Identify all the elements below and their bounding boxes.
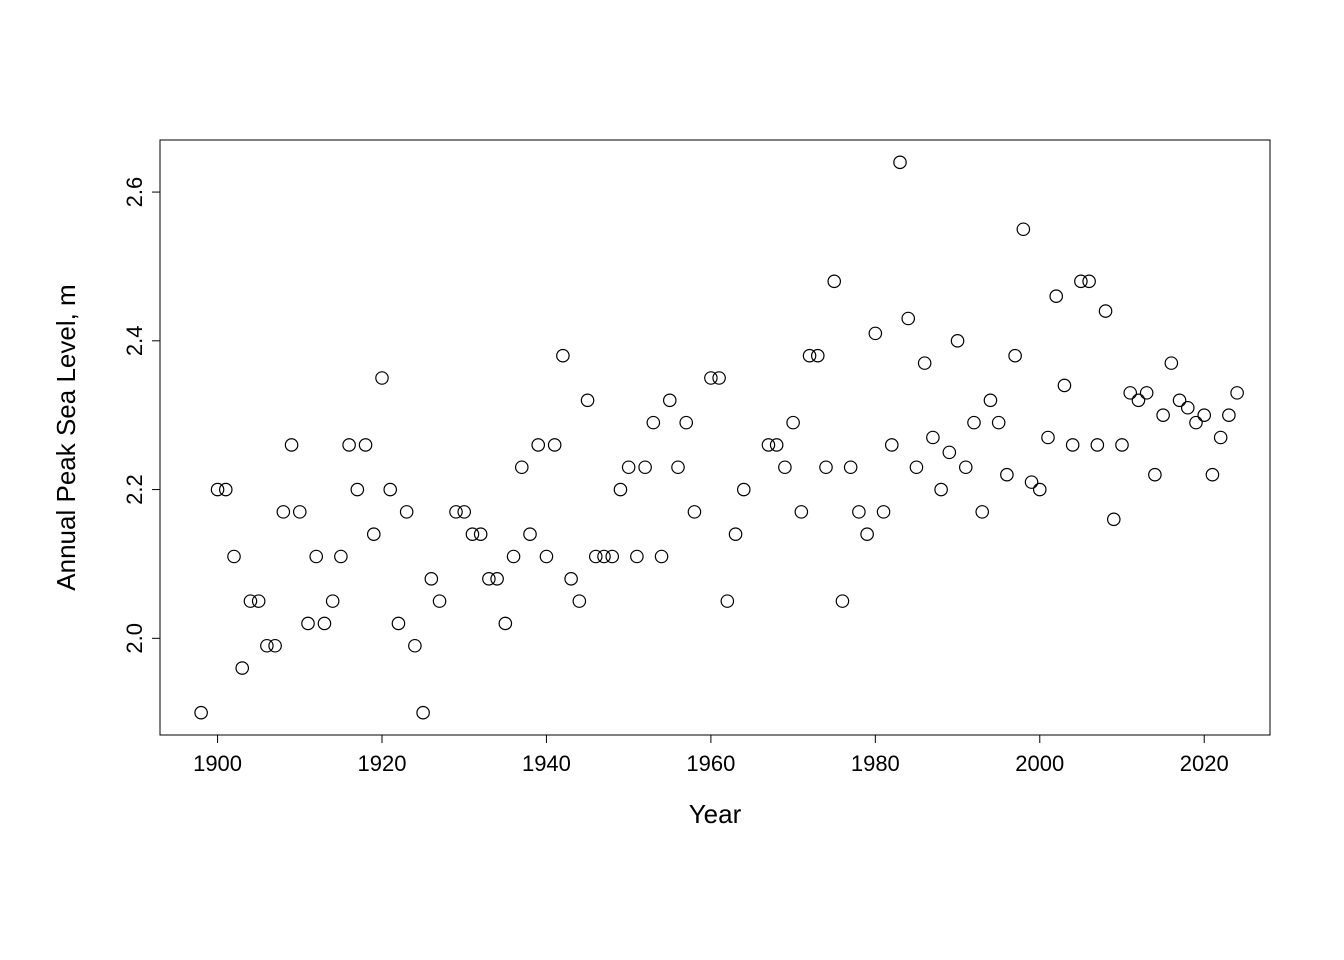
y-axis-title: Annual Peak Sea Level, m: [51, 284, 81, 590]
y-tick-label: 2.2: [122, 474, 147, 505]
x-tick-label: 1940: [522, 751, 571, 776]
y-tick-label: 2.6: [122, 177, 147, 208]
x-tick-label: 2020: [1180, 751, 1229, 776]
x-tick-label: 2000: [1015, 751, 1064, 776]
x-tick-label: 1980: [851, 751, 900, 776]
x-tick-label: 1960: [686, 751, 735, 776]
y-tick-label: 2.4: [122, 326, 147, 357]
x-axis-title: Year: [689, 799, 742, 829]
x-tick-label: 1920: [358, 751, 407, 776]
y-tick-label: 2.0: [122, 623, 147, 654]
chart-background: [0, 0, 1344, 960]
scatter-chart: 1900 1920 1940 1960 1980 2000 2020 2.0 2.2 2.4 2.6…: [0, 0, 1344, 960]
x-tick-label: 1900: [193, 751, 242, 776]
